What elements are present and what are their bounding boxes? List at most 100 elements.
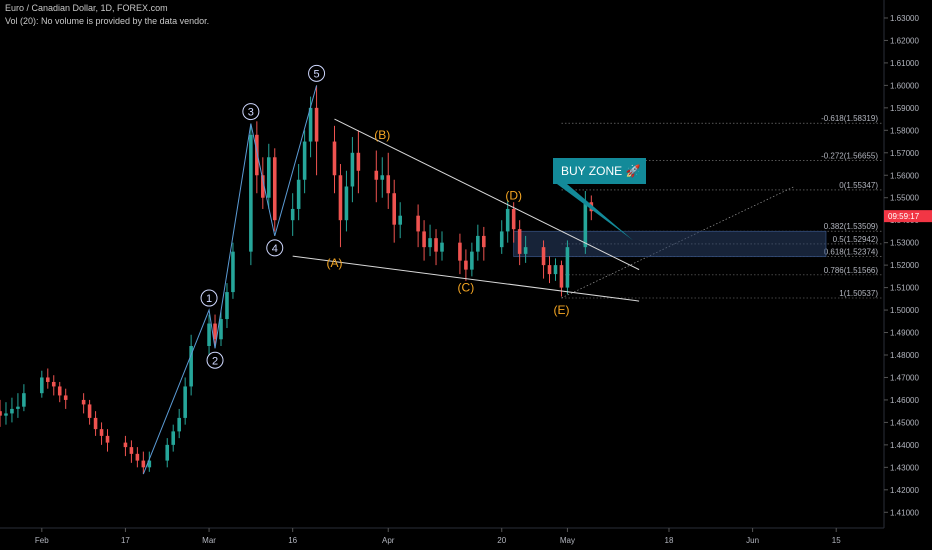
volume-note: Vol (20): No volume is provided by the d… [5,16,210,26]
price-tick-label: 1.56000 [890,171,919,180]
candle-body [189,346,193,387]
impulse-wave-line [142,85,318,475]
candle-body [213,323,217,340]
candle-body [231,251,235,293]
price-tick-label: 1.50000 [890,306,919,315]
candle-body [141,460,146,468]
price-tick-label: 1.58000 [890,126,919,135]
price-tick-label: 1.63000 [890,14,919,23]
buy-zone-callout-text: BUY ZONE 🚀 [561,164,640,178]
candle-body [272,157,277,221]
wave-label-circle [206,351,224,369]
candle-body [183,386,187,418]
wave-label-number: 2 [212,355,218,367]
time-tick-label: 17 [121,536,130,545]
candle-body [511,208,516,230]
time-tick-label: May [560,536,575,545]
chart-title: Euro / Canadian Dollar, 1D, FOREX.com [5,3,168,13]
candle-body [10,408,14,414]
upper-trendline [334,118,640,271]
candle-body [440,242,444,252]
candle-body [16,406,20,409]
wave-label-number: 4 [272,243,278,255]
candle-body [505,208,510,232]
candle-body [93,417,98,430]
wave-label-letter: (C) [458,281,475,295]
fib-level-label: -0.272(1.56655) [821,152,878,161]
candle-body [470,251,474,270]
candle-body [99,429,104,436]
candle-body [332,141,337,176]
candle-body [422,231,426,248]
buy-zone-layer [513,230,827,258]
candle-body [177,417,181,432]
price-tick-label: 1.52000 [890,261,919,270]
candle-body [428,238,432,248]
fib-level-label: 0.786(1.51566) [824,266,879,275]
candle-body [129,447,134,454]
candle-body [386,175,391,194]
candle-body [207,323,211,347]
last-price-tag-text: 09:59:17 [888,212,920,221]
candle-body [255,134,259,176]
candle-body [398,215,402,225]
fib-level-label: 0.382(1.53509) [824,222,879,231]
time-tick-label: Feb [35,536,49,545]
candle-body [147,460,152,468]
candle-body [105,435,110,443]
candle-body [350,152,355,187]
wave-label-circle [266,239,284,257]
candle-body [416,215,420,232]
wave-label-number: 5 [314,68,320,80]
fib-trend-line [561,186,795,299]
price-tick-label: 1.61000 [890,59,919,68]
candle-body [559,265,564,288]
candle-body [458,242,462,261]
lower-trendline [292,255,640,302]
candle-body [344,186,349,221]
candle-body [225,292,229,320]
price-tick-label: 1.60000 [890,81,919,90]
candle-body [499,231,504,248]
candle-body [63,395,68,400]
time-tick-label: 16 [288,536,297,545]
candle-body [380,175,385,180]
wave-label-letter: (B) [374,128,390,142]
price-tick-label: 1.49000 [890,329,919,338]
fib-level-label: 0(1.55347) [839,181,878,190]
candle-body [87,404,92,418]
candle-body [565,247,570,288]
candle-body [45,377,50,382]
elliott-wave-layer: 1 2 3 4 5 (A) (B) (C) (D) (E) [142,64,640,475]
price-tick-label: 1.62000 [890,36,919,45]
candle-body [249,134,253,252]
price-tick-label: 1.55000 [890,194,919,203]
candle-body [583,202,588,248]
candle-body [296,179,301,209]
candle-body [123,442,128,448]
candle-body [392,193,397,225]
wave-label-number: 3 [248,107,254,119]
price-tick-label: 1.53000 [890,239,919,248]
price-tick-label: 1.47000 [890,373,919,382]
wave-label-letter: (A) [326,256,342,270]
wave-label-circle [308,64,326,82]
time-tick-label: Mar [202,536,216,545]
candle-body [314,107,319,142]
candle-body [219,319,223,340]
price-tick-label: 1.51000 [890,284,919,293]
price-tick-label: 1.43000 [890,463,919,472]
price-tick-label: 1.41000 [890,508,919,517]
price-axis-bg [884,0,932,550]
candle-body [171,431,176,445]
wave-label-circle [242,103,260,121]
candle-body [476,235,480,252]
candle-body [22,393,26,407]
price-tick-label: 1.45000 [890,418,919,427]
candle-body [553,265,558,275]
candle-body [541,247,546,266]
candle-body [374,170,379,180]
wave-label-letter: (E) [553,303,569,317]
